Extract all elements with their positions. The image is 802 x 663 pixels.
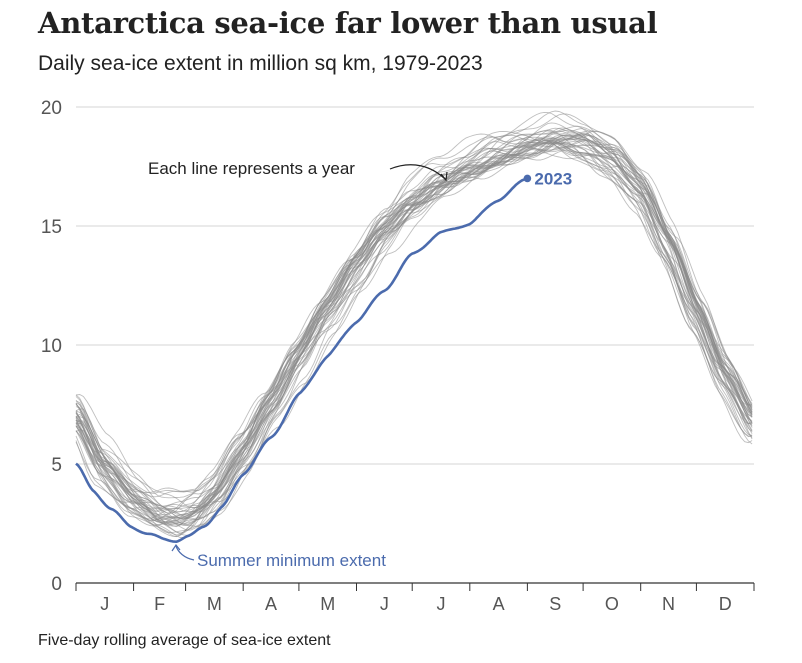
chart-subtitle: Daily sea-ice extent in million sq km, 1…	[38, 52, 483, 75]
chart-title: Antarctica sea-ice far lower than usual	[38, 6, 658, 40]
year-line	[75, 129, 753, 522]
year-line	[75, 129, 753, 527]
year-line	[75, 127, 753, 513]
series-line-2023	[75, 177, 528, 543]
year-line	[75, 133, 753, 493]
year-line	[75, 122, 753, 526]
y-tick-label: 5	[51, 455, 62, 476]
x-tick-label: D	[719, 594, 732, 614]
summer-minimum-arrow	[175, 545, 195, 561]
year-line	[75, 135, 753, 538]
each-line-note: Each line represents a year	[148, 159, 355, 178]
year-line	[75, 142, 753, 499]
each-line-arrowhead	[440, 171, 448, 182]
each-line-arrow	[389, 164, 447, 181]
year-line	[75, 125, 753, 528]
annotations: Each line represents a year Summer minim…	[148, 159, 448, 570]
series-label-2023: 2023	[534, 169, 572, 188]
year-line	[75, 139, 753, 526]
year-line	[75, 140, 753, 527]
x-tick-label: M	[320, 594, 335, 614]
year-line	[75, 140, 753, 512]
summer-minimum-arrowhead	[171, 543, 181, 552]
x-tick-label: A	[493, 594, 505, 614]
year-line	[75, 140, 753, 536]
year-line	[75, 130, 753, 508]
year-line	[75, 134, 753, 525]
year-line	[75, 134, 753, 523]
series-endpoint-2023	[523, 174, 532, 183]
x-tick-label: J	[100, 594, 109, 614]
x-tick-label: S	[549, 594, 561, 614]
y-tick-label: 10	[41, 336, 62, 357]
year-line	[75, 127, 753, 523]
x-tick-label: J	[380, 594, 389, 614]
y-tick-label: 15	[41, 217, 62, 238]
x-tick-label: J	[437, 594, 446, 614]
highlight-series-layer: 2023	[75, 169, 572, 543]
historical-years-lines	[75, 110, 753, 538]
x-tick-label: A	[265, 594, 277, 614]
year-line	[75, 130, 753, 520]
x-tick-label: M	[207, 594, 222, 614]
grid-layer: 0 5 10 15 20	[41, 98, 754, 595]
footnote: Five-day rolling average of sea-ice exte…	[38, 632, 331, 649]
x-tick-label: F	[154, 594, 165, 614]
y-tick-label: 20	[41, 98, 62, 119]
x-tick-label: N	[662, 594, 675, 614]
summer-minimum-note: Summer minimum extent	[197, 551, 386, 570]
year-line	[75, 134, 753, 519]
x-tick-label: O	[605, 594, 619, 614]
year-line	[75, 138, 753, 520]
y-tick-label: 0	[51, 574, 62, 595]
year-line	[75, 143, 753, 524]
